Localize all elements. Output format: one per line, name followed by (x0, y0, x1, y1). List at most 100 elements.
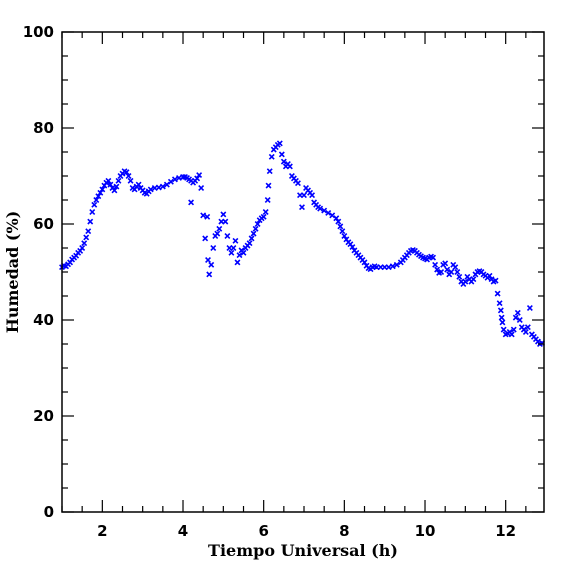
plot-frame (61, 31, 545, 513)
y-axis-title: Humedad (%) (3, 211, 22, 334)
data-point (194, 175, 201, 182)
data-point (167, 178, 174, 185)
data-point (205, 257, 211, 263)
data-point (234, 259, 241, 266)
data-point (268, 153, 275, 160)
data-point (232, 237, 239, 244)
data-point (230, 245, 237, 251)
data-point (99, 186, 106, 193)
data-point (280, 158, 287, 165)
data-point (361, 259, 368, 266)
data-point (393, 261, 400, 268)
data-point (486, 272, 493, 279)
data-point (248, 235, 255, 242)
data-point (105, 177, 112, 184)
x-tick-label: 8 (339, 522, 349, 540)
data-point (456, 273, 463, 280)
data-point (196, 172, 203, 179)
data-point (127, 177, 134, 184)
data-point (147, 186, 154, 193)
data-point (254, 221, 261, 227)
y-tick-label: 0 (44, 503, 54, 521)
data-point (95, 193, 102, 200)
data-point (265, 182, 272, 189)
y-tick-label: 20 (33, 407, 54, 425)
data-point (430, 254, 437, 261)
data-point (448, 269, 455, 275)
data-point (159, 183, 166, 190)
data-point (111, 187, 118, 194)
data-point (499, 319, 506, 326)
data-point (339, 228, 346, 235)
data-point (299, 204, 305, 211)
data-point (341, 233, 348, 239)
data-point (333, 215, 340, 222)
data-point (514, 309, 521, 316)
data-point (524, 324, 531, 331)
data-point (222, 218, 229, 225)
x-tick-label: 6 (258, 522, 268, 540)
data-point (79, 245, 86, 251)
data-point (301, 192, 307, 199)
y-tick-label: 80 (33, 119, 54, 137)
data-point (87, 218, 94, 225)
data-point (93, 197, 100, 203)
data-point (434, 266, 441, 273)
x-tick-label: 4 (178, 522, 188, 540)
data-point (125, 173, 132, 179)
data-point (494, 290, 501, 297)
data-point (512, 314, 519, 321)
data-points (59, 140, 545, 347)
data-point (516, 317, 523, 323)
y-tick-label: 40 (33, 311, 54, 329)
data-point (206, 271, 213, 278)
data-point (204, 213, 211, 220)
data-point (508, 331, 515, 338)
x-tick-label: 10 (415, 522, 436, 540)
data-point (294, 180, 301, 187)
data-point (444, 266, 451, 273)
data-point (278, 151, 285, 158)
data-point (220, 211, 227, 218)
data-point (107, 181, 114, 188)
data-point (240, 249, 247, 256)
data-point (208, 261, 215, 268)
data-point (497, 307, 504, 314)
data-point (198, 185, 205, 191)
data-point (81, 240, 88, 247)
data-point (135, 181, 142, 188)
data-point (470, 276, 477, 283)
data-point (85, 228, 92, 235)
data-point (321, 207, 328, 214)
data-point (89, 209, 96, 215)
x-tick-label: 12 (495, 522, 516, 540)
data-point (389, 263, 396, 270)
data-point (526, 305, 533, 311)
data-point (337, 223, 344, 230)
tick-labels: 2 4 6 8 10 12 0 20 40 60 80 100 (23, 23, 516, 540)
data-point (123, 169, 130, 176)
data-point (176, 174, 182, 181)
data-point (236, 252, 243, 259)
data-point (438, 269, 445, 275)
y-tick-label: 60 (33, 215, 54, 233)
y-tick-label: 100 (23, 23, 54, 41)
data-point (452, 264, 459, 271)
data-point (496, 300, 503, 307)
data-point (349, 244, 356, 251)
data-point (454, 269, 461, 275)
data-point (91, 201, 98, 208)
data-point (113, 183, 120, 190)
data-point (214, 230, 221, 237)
data-point (180, 173, 186, 180)
data-point (163, 181, 170, 188)
data-point (171, 176, 178, 183)
data-point (522, 329, 529, 335)
data-point (385, 264, 392, 271)
data-point (309, 192, 316, 199)
data-point (442, 260, 449, 267)
data-point (510, 326, 517, 333)
data-point (260, 213, 267, 220)
data-point (492, 277, 499, 284)
